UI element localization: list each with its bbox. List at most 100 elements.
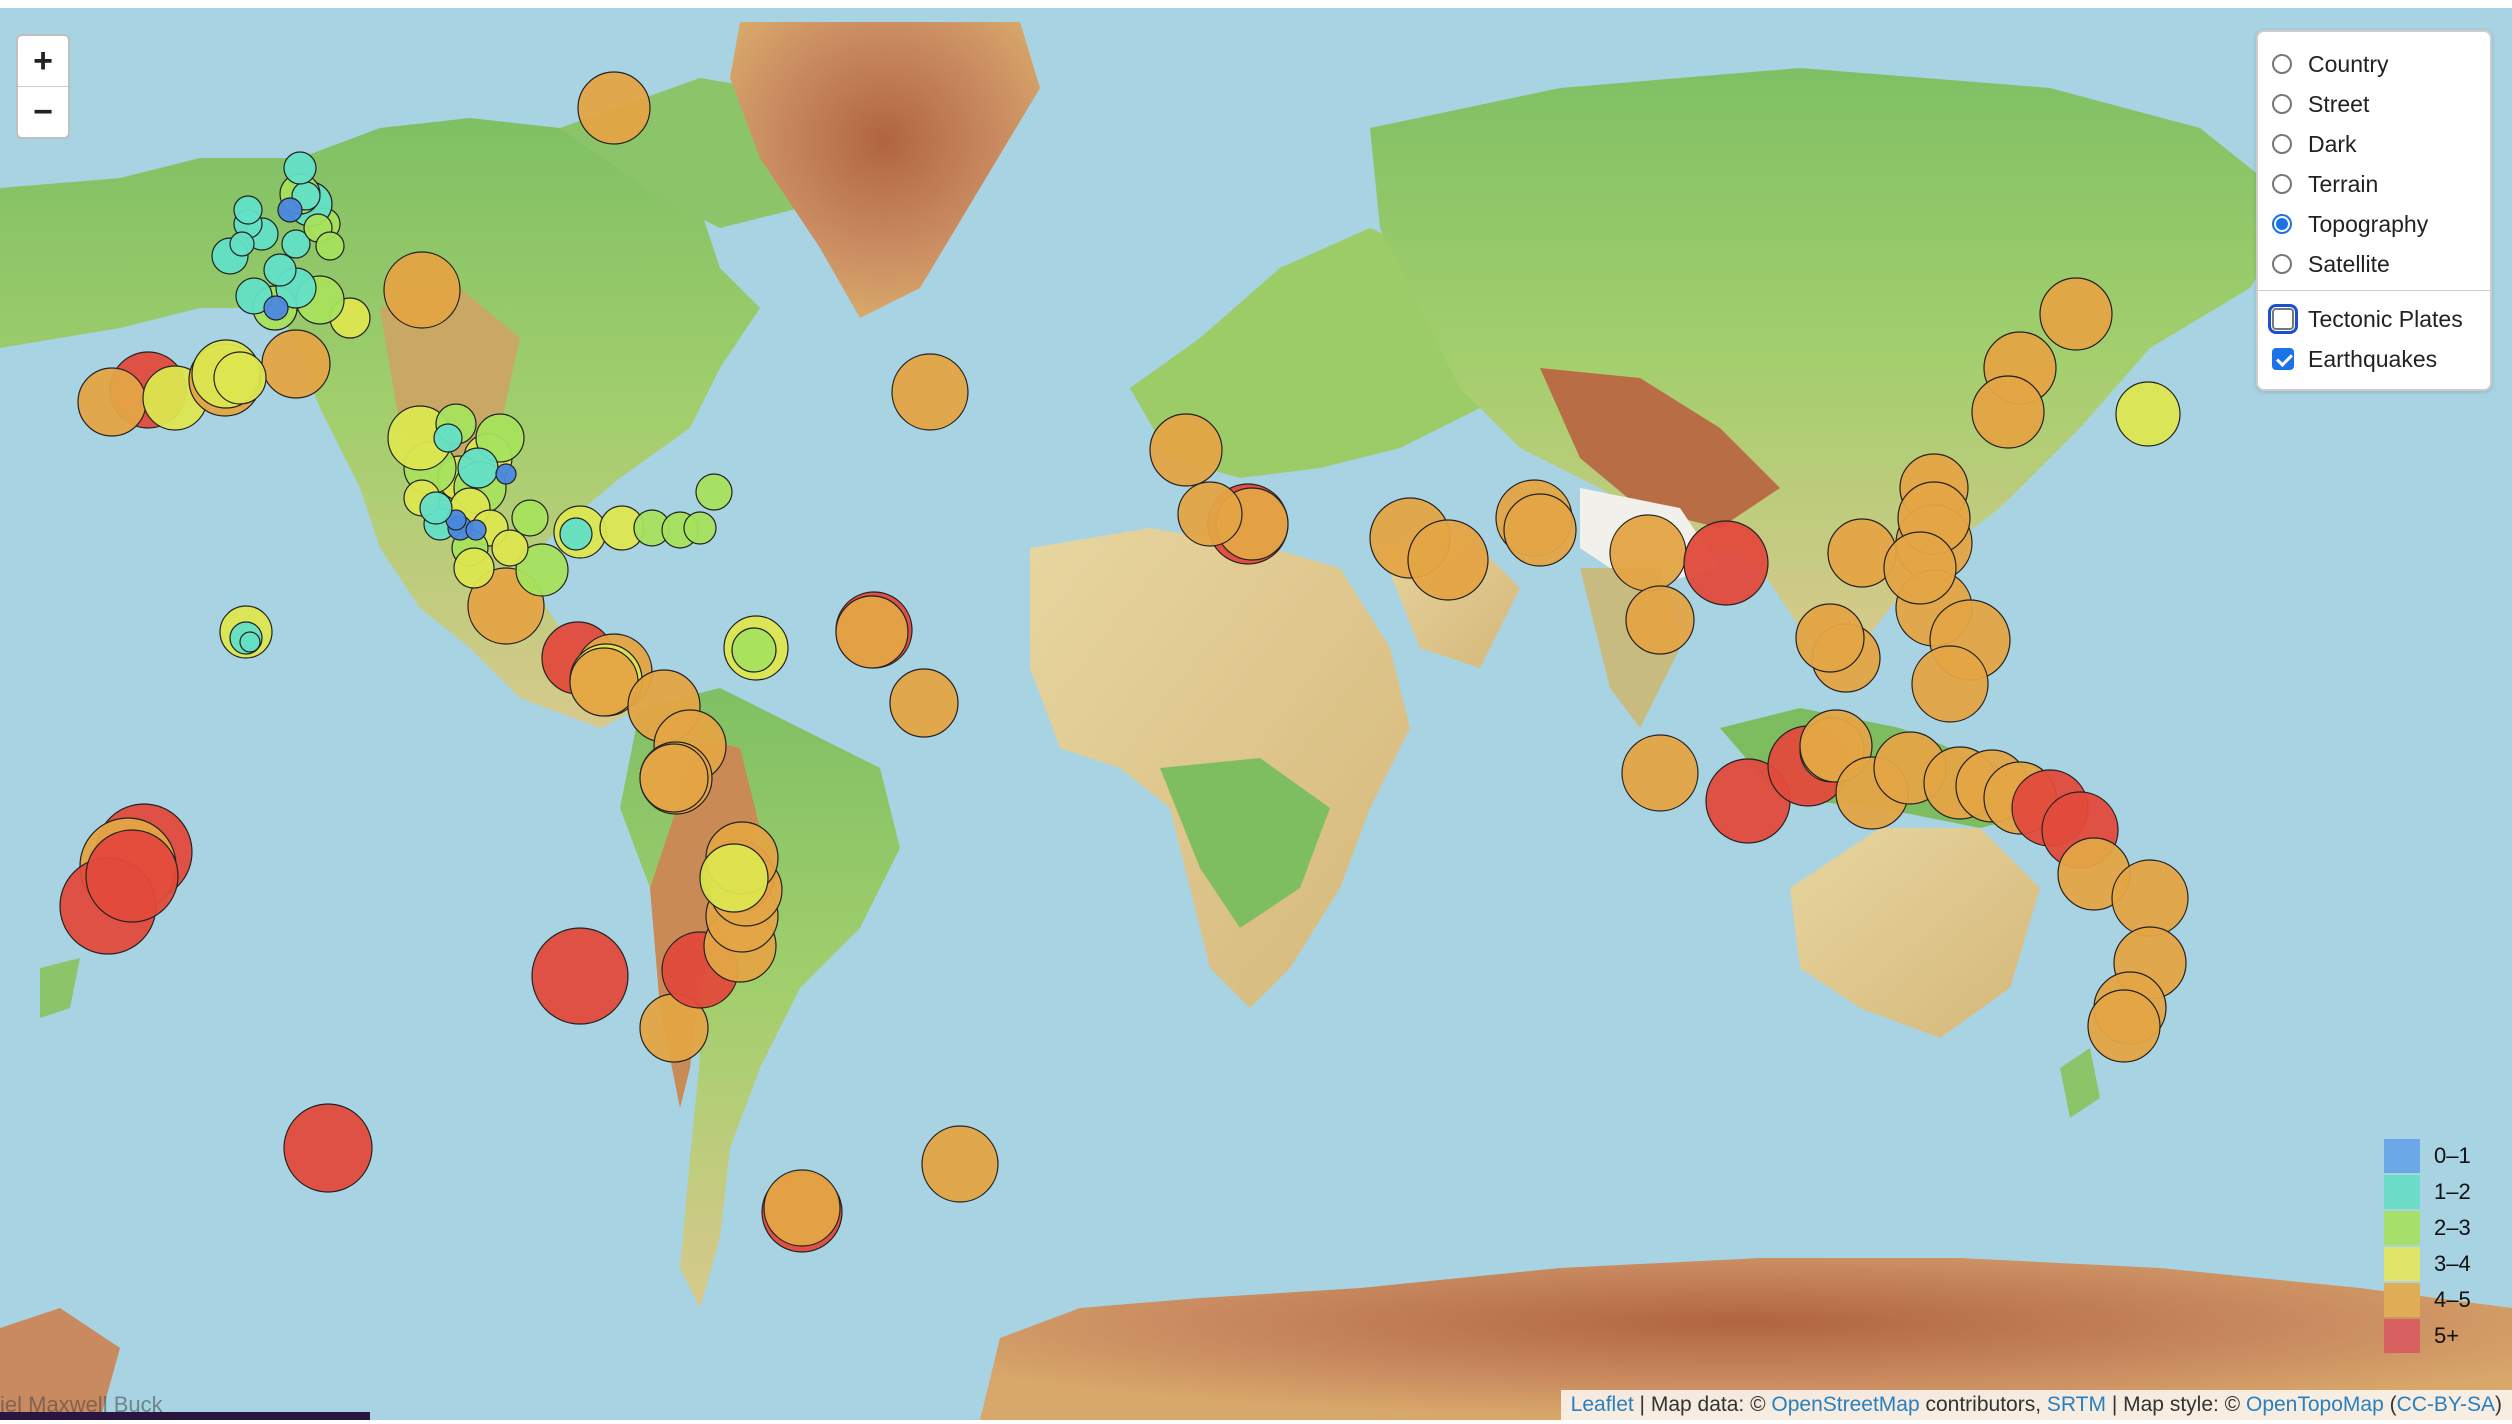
earthquake-marker[interactable] [283, 151, 317, 185]
earthquake-marker[interactable] [1621, 734, 1699, 812]
zoom-out-button[interactable]: − [18, 86, 68, 137]
earthquake-marker[interactable] [835, 595, 909, 669]
legend-swatch [2384, 1247, 2420, 1281]
earthquake-marker[interactable] [889, 668, 959, 738]
attrib-text-1: | Map data: © [1633, 1393, 1772, 1416]
earthquake-marker[interactable] [695, 473, 733, 511]
earthquake-marker[interactable] [1609, 514, 1687, 592]
legend-swatch [2384, 1283, 2420, 1317]
earthquake-layer [59, 71, 2189, 1253]
earthquake-marker[interactable] [1683, 520, 1769, 606]
osm-link[interactable]: OpenStreetMap [1771, 1393, 1920, 1416]
earthquake-marker[interactable] [491, 529, 529, 567]
radio-button[interactable] [2272, 254, 2292, 274]
earthquake-marker[interactable] [239, 631, 261, 653]
earthquake-marker[interactable] [283, 1103, 373, 1193]
earthquake-marker[interactable] [531, 927, 629, 1025]
earthquake-marker[interactable] [1177, 481, 1243, 547]
earthquake-marker[interactable] [1911, 645, 1989, 723]
earthquake-marker[interactable] [2115, 381, 2181, 447]
earthquake-marker[interactable] [495, 463, 517, 485]
earthquake-marker[interactable] [731, 627, 777, 673]
overlay-label: Earthquakes [2308, 345, 2438, 372]
leaflet-link[interactable]: Leaflet [1570, 1393, 1634, 1416]
earthquake-marker[interactable] [235, 277, 273, 315]
radio-button[interactable] [2272, 174, 2292, 194]
earthquake-marker[interactable] [1149, 413, 1223, 487]
attrib-close-paren: ) [2495, 1393, 2502, 1416]
base-layer-country[interactable]: Country [2258, 44, 2490, 84]
earthquake-marker[interactable] [2111, 859, 2189, 937]
earthquake-marker[interactable] [1971, 375, 2045, 449]
base-layer-street[interactable]: Street [2258, 84, 2490, 124]
overlay-earthquakes[interactable]: Earthquakes [2258, 339, 2490, 379]
earthquake-marker[interactable] [1503, 493, 1577, 567]
earthquake-marker[interactable] [465, 519, 487, 541]
radio-button[interactable] [2272, 134, 2292, 154]
earthquake-marker[interactable] [2039, 277, 2113, 351]
earthquake-marker[interactable] [213, 351, 267, 405]
earthquake-marker[interactable] [1883, 531, 1957, 605]
legend-label: 4–5 [2434, 1287, 2471, 1312]
radio-button[interactable] [2272, 214, 2292, 234]
earthquake-marker[interactable] [511, 499, 549, 537]
earthquake-marker[interactable] [261, 329, 331, 399]
overlay-tectonic-plates[interactable]: Tectonic Plates [2258, 299, 2490, 339]
earthquake-marker[interactable] [277, 197, 303, 223]
earthquake-marker[interactable] [577, 71, 651, 145]
base-layer-label: Street [2308, 90, 2370, 117]
base-layer-satellite[interactable]: Satellite [2258, 244, 2490, 284]
earthquake-marker[interactable] [891, 353, 969, 431]
legend-label: 0–1 [2434, 1143, 2471, 1168]
earthquake-marker[interactable] [233, 195, 263, 225]
legend-swatch [2384, 1319, 2420, 1353]
attrib-text-3: | Map style: © [2106, 1393, 2246, 1416]
base-layer-dark[interactable]: Dark [2258, 124, 2490, 164]
legend-label: 5+ [2434, 1323, 2460, 1348]
legend-swatch [2384, 1139, 2420, 1173]
earthquake-marker[interactable] [699, 843, 769, 913]
earthquake-marker[interactable] [85, 829, 179, 923]
base-layer-terrain[interactable]: Terrain [2258, 164, 2490, 204]
legend-swatch [2384, 1211, 2420, 1245]
earthquake-marker[interactable] [383, 251, 461, 329]
earthquake-marker[interactable] [263, 295, 289, 321]
earthquake-marker[interactable] [77, 367, 147, 437]
earthquake-marker[interactable] [263, 253, 297, 287]
base-layer-topography[interactable]: Topography [2258, 204, 2490, 244]
layer-separator [2258, 290, 2490, 291]
checkbox[interactable] [2268, 304, 2298, 334]
earthquake-marker[interactable] [281, 229, 311, 259]
earthquake-marker[interactable] [419, 491, 453, 525]
earthquake-marker[interactable] [921, 1125, 999, 1203]
earthquake-marker[interactable] [763, 1169, 841, 1247]
base-layer-label: Topography [2308, 210, 2429, 237]
earthquake-marker[interactable] [1795, 603, 1865, 673]
earthquake-marker[interactable] [1625, 585, 1695, 655]
radio-button[interactable] [2272, 54, 2292, 74]
earthquake-marker[interactable] [2087, 989, 2161, 1063]
license-link[interactable]: CC-BY-SA [2396, 1393, 2495, 1416]
layer-control: Country Street Dark Terrain Topography Satell… [2256, 30, 2492, 391]
attrib-text-2: contributors, [1919, 1393, 2047, 1416]
overlay-label: Tectonic Plates [2308, 305, 2463, 332]
legend-label: 1–2 [2434, 1179, 2471, 1204]
earthquake-marker[interactable] [683, 511, 717, 545]
earthquake-marker[interactable] [559, 517, 593, 551]
earthquake-marker[interactable] [515, 543, 569, 597]
earthquake-marker[interactable] [1407, 519, 1489, 601]
legend-row: 4–5 [2384, 1282, 2494, 1318]
map-container[interactable]: + − Country Street Dark Terrain Topography Sa… [0, 8, 2512, 1420]
checkbox[interactable] [2272, 348, 2294, 370]
earthquake-marker[interactable] [457, 447, 499, 489]
zoom-in-button[interactable]: + [33, 42, 53, 80]
srtm-link[interactable]: SRTM [2046, 1393, 2107, 1416]
earthquake-marker[interactable] [315, 231, 345, 261]
earthquake-marker[interactable] [453, 547, 495, 589]
opentopomap-link[interactable]: OpenTopoMap [2245, 1393, 2384, 1416]
earthquake-marker[interactable] [639, 743, 709, 813]
radio-button[interactable] [2272, 94, 2292, 114]
overlay-layer-list: Tectonic Plates Earthquakes [2258, 299, 2490, 379]
earthquake-marker[interactable] [433, 423, 463, 453]
earthquake-marker[interactable] [229, 231, 255, 257]
